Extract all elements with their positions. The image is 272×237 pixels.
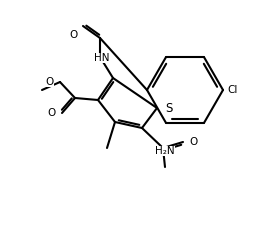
Text: Cl: Cl: [227, 85, 237, 95]
Text: H₂N: H₂N: [155, 146, 175, 156]
Text: O: O: [48, 108, 56, 118]
Text: S: S: [165, 101, 172, 114]
Text: O: O: [70, 30, 78, 40]
Text: O: O: [189, 137, 197, 147]
Text: HN: HN: [94, 53, 110, 63]
Text: O: O: [46, 77, 54, 87]
